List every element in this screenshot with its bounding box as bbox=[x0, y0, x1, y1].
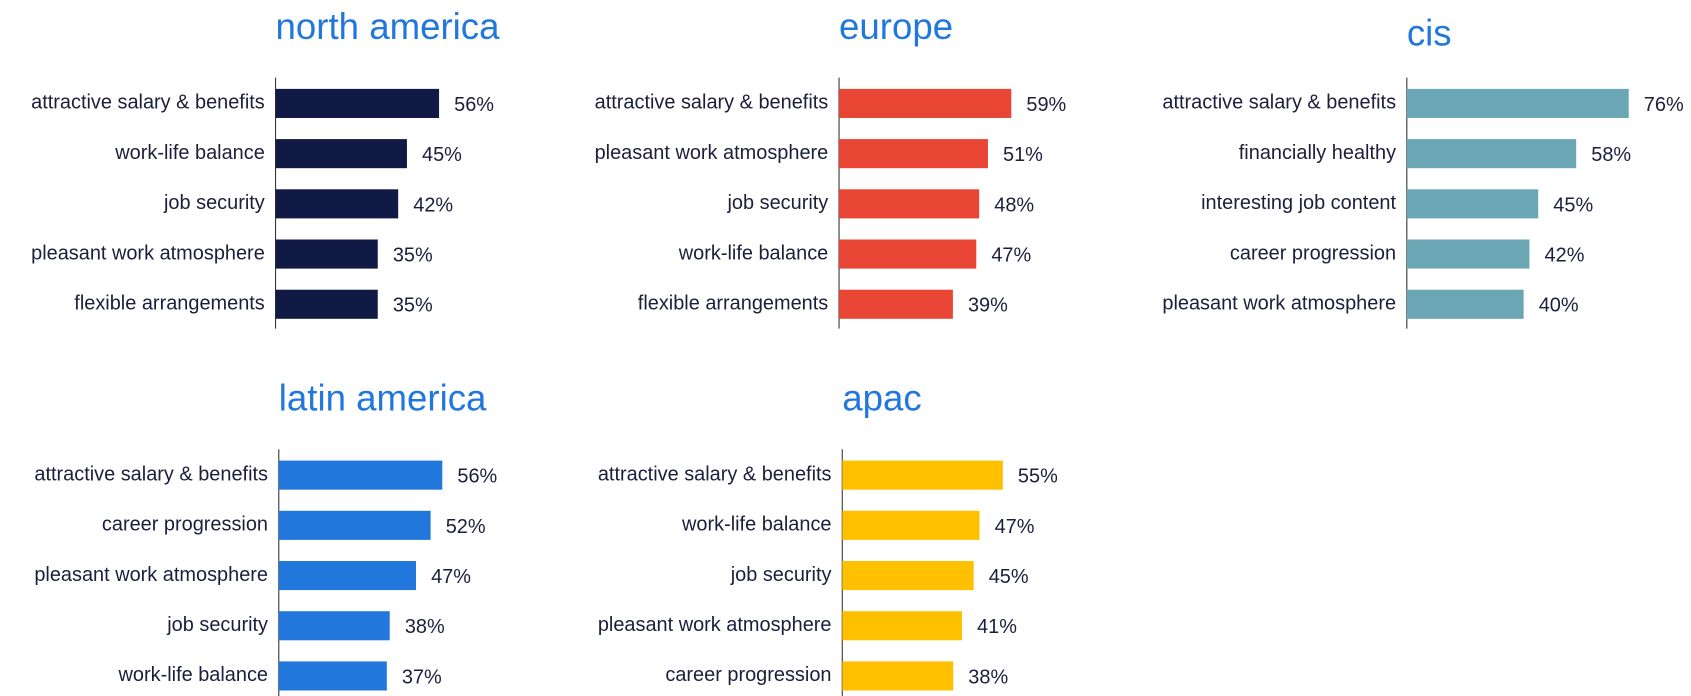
category-label: work-life balance bbox=[114, 142, 264, 164]
bar bbox=[278, 561, 417, 591]
category-label: career progression bbox=[665, 664, 831, 686]
category-label: work-life balance bbox=[678, 242, 828, 264]
category-label: pleasant work atmosphere bbox=[595, 142, 829, 164]
category-label: interesting job content bbox=[1201, 192, 1396, 214]
value-label: 45% bbox=[1553, 194, 1593, 216]
category-label: job security bbox=[726, 192, 828, 214]
value-label: 56% bbox=[454, 94, 494, 116]
bar bbox=[842, 661, 954, 691]
value-label: 58% bbox=[1591, 144, 1631, 166]
category-label: career progression bbox=[102, 514, 268, 536]
category-label: pleasant work atmosphere bbox=[1162, 293, 1396, 315]
value-label: 76% bbox=[1644, 94, 1684, 116]
chart-title: cis bbox=[1407, 12, 1452, 53]
bar bbox=[1406, 88, 1629, 118]
category-label: work-life balance bbox=[118, 664, 268, 686]
bar bbox=[839, 239, 977, 269]
value-label: 42% bbox=[1545, 244, 1585, 266]
bar bbox=[275, 289, 378, 319]
chart-title: apac bbox=[842, 377, 921, 418]
bar bbox=[278, 510, 431, 540]
bar bbox=[842, 510, 980, 540]
value-label: 41% bbox=[977, 616, 1017, 638]
category-label: attractive salary & benefits bbox=[34, 463, 268, 485]
category-label: job security bbox=[163, 192, 265, 214]
value-label: 45% bbox=[422, 144, 462, 166]
bar bbox=[842, 460, 1003, 490]
category-label: attractive salary & benefits bbox=[595, 92, 829, 114]
value-label: 47% bbox=[431, 566, 471, 588]
value-label: 51% bbox=[1003, 144, 1043, 166]
bar bbox=[842, 561, 974, 591]
bar bbox=[839, 289, 953, 319]
category-label: pleasant work atmosphere bbox=[34, 564, 268, 586]
category-label: work-life balance bbox=[681, 514, 831, 536]
category-label: job security bbox=[166, 614, 268, 636]
bar bbox=[839, 189, 980, 219]
value-label: 52% bbox=[446, 516, 486, 538]
bar bbox=[278, 460, 443, 490]
category-label: pleasant work atmosphere bbox=[31, 242, 265, 264]
value-label: 37% bbox=[402, 666, 442, 688]
value-label: 40% bbox=[1539, 295, 1579, 317]
bar bbox=[278, 661, 387, 691]
value-label: 38% bbox=[405, 616, 445, 638]
value-label: 55% bbox=[1018, 466, 1058, 488]
bar bbox=[278, 611, 390, 641]
bar bbox=[839, 139, 988, 169]
bar bbox=[1406, 139, 1577, 169]
value-label: 59% bbox=[1026, 94, 1066, 116]
bar bbox=[1406, 239, 1530, 269]
value-label: 45% bbox=[989, 566, 1029, 588]
chart-title: latin america bbox=[279, 377, 487, 418]
category-label: career progression bbox=[1230, 242, 1396, 264]
category-label: flexible arrangements bbox=[638, 293, 829, 315]
bar bbox=[275, 139, 407, 169]
value-label: 42% bbox=[413, 194, 453, 216]
category-label: attractive salary & benefits bbox=[598, 463, 832, 485]
category-label: attractive salary & benefits bbox=[1162, 92, 1396, 114]
category-label: flexible arrangements bbox=[74, 293, 265, 315]
bar bbox=[275, 88, 440, 118]
chart-title: north america bbox=[276, 6, 501, 47]
value-label: 39% bbox=[968, 295, 1008, 317]
value-label: 56% bbox=[457, 466, 497, 488]
value-label: 35% bbox=[393, 295, 433, 317]
bar bbox=[842, 611, 962, 641]
bar bbox=[1406, 189, 1539, 219]
bar bbox=[839, 88, 1012, 118]
chart-title: europe bbox=[839, 6, 953, 47]
category-label: financially healthy bbox=[1239, 142, 1396, 164]
category-label: attractive salary & benefits bbox=[31, 92, 265, 114]
bar bbox=[275, 189, 399, 219]
value-label: 48% bbox=[994, 194, 1034, 216]
bar bbox=[275, 239, 378, 269]
category-label: pleasant work atmosphere bbox=[598, 614, 832, 636]
value-label: 38% bbox=[968, 666, 1008, 688]
category-label: job security bbox=[730, 564, 832, 586]
value-label: 47% bbox=[995, 516, 1035, 538]
value-label: 47% bbox=[991, 244, 1031, 266]
bar bbox=[1406, 289, 1524, 319]
value-label: 35% bbox=[393, 244, 433, 266]
